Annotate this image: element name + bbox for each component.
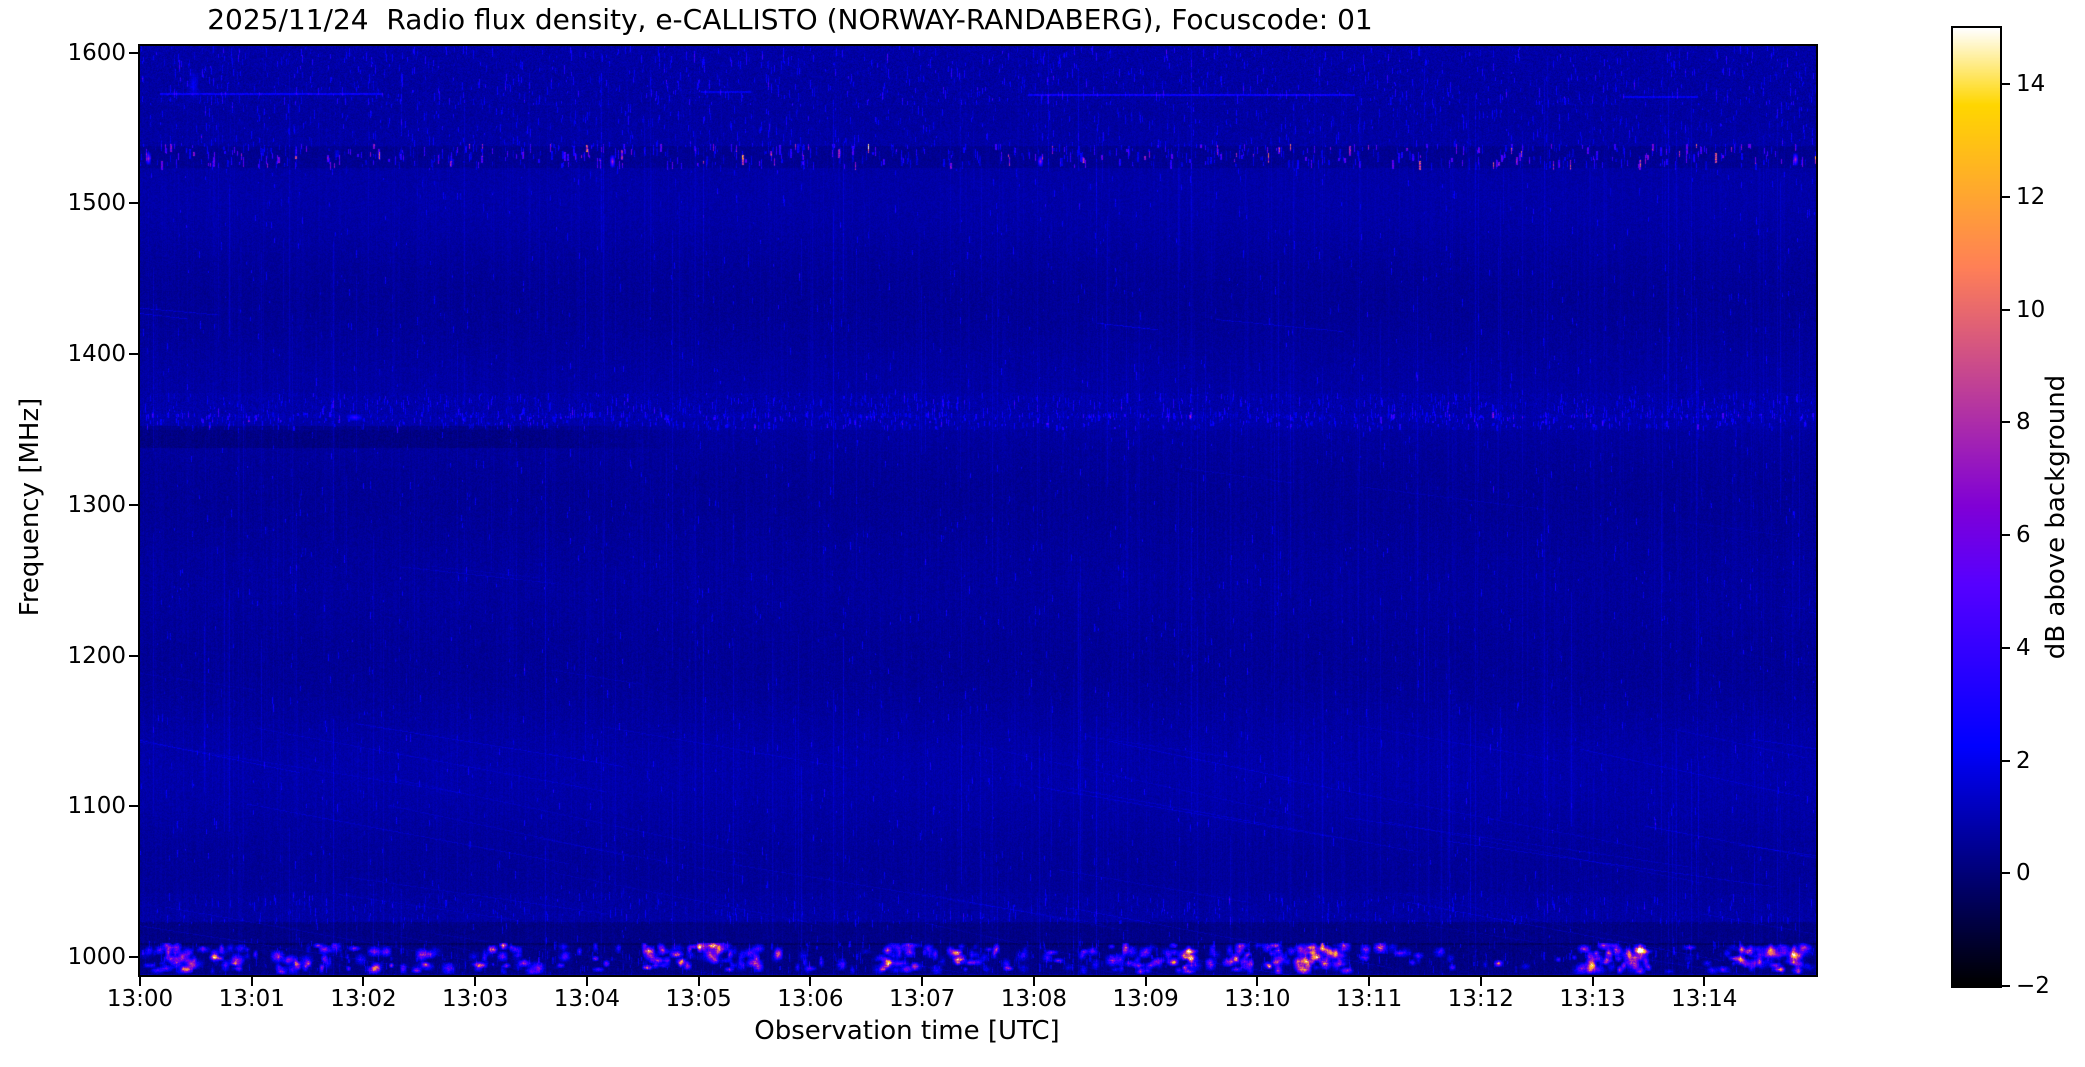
x-tick-label: 13:14 [1671, 986, 1738, 1012]
x-tick-label: 13:00 [106, 986, 174, 1012]
y-axis-label: Frequency [MHz] [15, 397, 45, 617]
x-tick-mark [1479, 977, 1482, 986]
x-tick-mark [474, 977, 477, 986]
x-tick-label: 13:06 [777, 986, 844, 1012]
y-tick-label: 1600 [67, 39, 126, 66]
x-tick-label: 13:01 [218, 986, 285, 1012]
x-axis-label: Observation time [UTC] [754, 1016, 1060, 1046]
colorbar-tick-mark [2002, 646, 2010, 649]
colorbar-tick-mark [2002, 985, 2010, 987]
chart-title: 2025/11/24 Radio flux density, e-CALLIST… [207, 3, 1373, 36]
y-tick-label: 1100 [67, 793, 126, 820]
x-tick-label: 13:03 [442, 986, 509, 1012]
colorbar-tick-label: −2 [2016, 973, 2050, 999]
colorbar-tick-label: 2 [2016, 747, 2031, 774]
colorbar-tick-mark [2002, 534, 2010, 537]
x-tick-label: 13:10 [1224, 986, 1291, 1012]
x-tick-label: 13:07 [888, 986, 956, 1012]
colorbar-tick-label: 0 [2016, 860, 2031, 887]
x-tick-mark [1032, 977, 1035, 986]
x-tick-mark [809, 977, 812, 986]
colorbar-tick-label: 6 [2016, 522, 2031, 549]
colorbar-tick-mark [2002, 196, 2010, 199]
colorbar-tick-mark [2002, 83, 2010, 86]
colorbar-tick-mark [2002, 872, 2010, 875]
x-tick-mark [1144, 977, 1147, 986]
y-tick-mark [129, 51, 138, 54]
y-tick-label: 1000 [67, 943, 126, 970]
x-tick-mark [1368, 977, 1371, 986]
colorbar-tick-mark [2002, 421, 2010, 424]
spectrogram-canvas [140, 46, 1816, 975]
x-tick-mark [585, 977, 588, 986]
y-tick-label: 1200 [67, 642, 126, 669]
x-tick-label: 13:12 [1447, 986, 1514, 1012]
colorbar-tick-mark [2002, 759, 2010, 762]
y-tick-mark [129, 202, 138, 205]
colorbar-tick-label: 10 [2016, 296, 2046, 323]
y-tick-label: 1300 [67, 491, 126, 518]
y-tick-mark [129, 955, 138, 958]
y-tick-label: 1500 [67, 190, 126, 217]
y-tick-mark [129, 654, 138, 657]
x-tick-label: 13:08 [1000, 986, 1068, 1012]
x-tick-mark [697, 977, 700, 986]
colorbar-tick-label: 8 [2016, 409, 2031, 436]
y-tick-mark [129, 805, 138, 808]
colorbar-tick-mark [2002, 308, 2010, 311]
x-tick-mark [1591, 977, 1594, 986]
x-tick-mark [1256, 977, 1259, 986]
y-tick-mark [129, 503, 138, 506]
x-tick-label: 13:05 [665, 986, 732, 1012]
x-tick-mark [362, 977, 365, 986]
x-tick-label: 13:09 [1112, 986, 1179, 1012]
y-tick-label: 1400 [67, 341, 126, 368]
x-tick-label: 13:04 [553, 986, 621, 1012]
x-tick-mark [921, 977, 924, 986]
colorbar-tick-label: 14 [2016, 71, 2046, 98]
colorbar-label: dB above background [2041, 374, 2071, 660]
x-tick-label: 13:02 [330, 986, 397, 1012]
x-tick-label: 13:13 [1559, 986, 1626, 1012]
colorbar-tick-label: 4 [2016, 634, 2031, 661]
colorbar [1953, 28, 2000, 986]
x-tick-mark [1703, 977, 1706, 986]
x-tick-label: 13:11 [1335, 986, 1403, 1012]
x-tick-mark [250, 977, 253, 986]
x-tick-mark [139, 977, 141, 986]
colorbar-tick-label: 12 [2016, 184, 2046, 211]
y-tick-mark [129, 353, 138, 356]
